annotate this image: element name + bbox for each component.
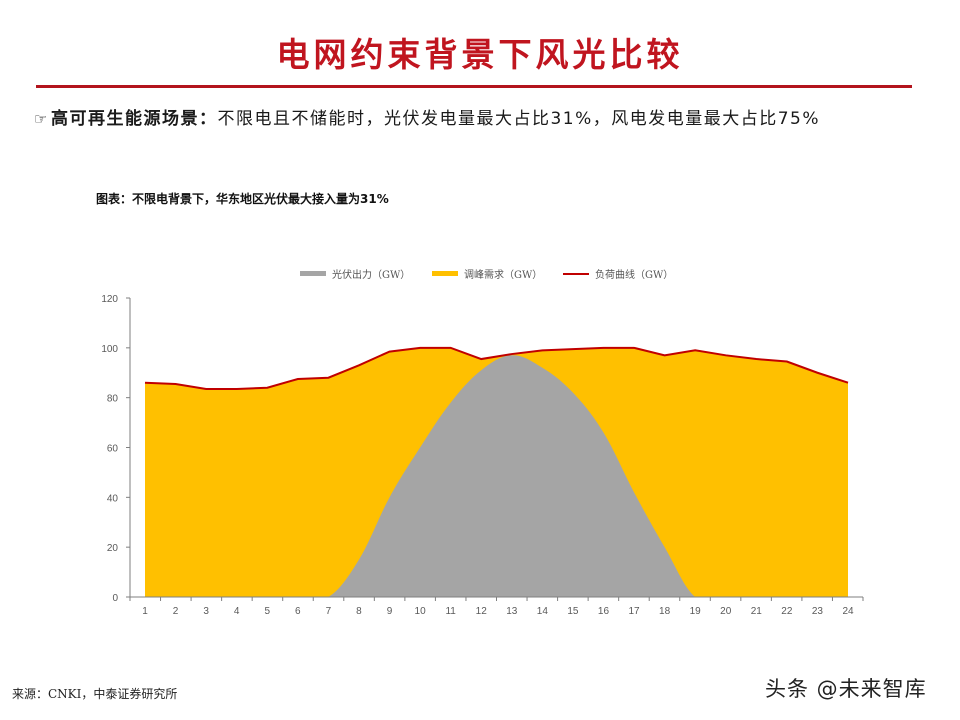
x-tick-label: 14 [537,606,549,617]
y-tick-label: 20 [107,543,119,554]
plot-area [144,346,849,597]
x-tick-label: 12 [476,606,488,617]
subtitle-label: 高可再生能源场景： [50,109,218,129]
chart-legend: 光伏出力（GW） 调峰需求（GW） 负荷曲线（GW） [0,266,960,282]
watermark: 头条 @未来智库 [765,677,927,701]
page-title: 电网约束背景下风光比较 [276,35,684,74]
x-tick-label: 1 [142,606,148,617]
legend-swatch-solar [300,271,326,276]
legend-swatch-load [563,272,589,275]
x-tick-label: 19 [690,606,702,617]
x-tick-label: 6 [295,606,301,617]
y-tick-label: 40 [107,493,119,504]
x-tick-label: 5 [264,606,270,617]
x-tick-label: 22 [781,606,793,617]
x-tick-label: 23 [812,606,824,617]
legend-label-peak: 调峰需求（GW） [464,270,543,281]
x-tick-label: 2 [173,606,179,617]
chart-caption: 图表：不限电背景下，华东地区光伏最大接入量为31% [96,192,389,206]
x-tick-label: 17 [628,606,640,617]
x-tick-label: 4 [234,606,240,617]
y-tick-label: 120 [101,294,118,305]
legend-label-load: 负荷曲线（GW） [595,270,674,281]
y-tick-label: 80 [107,394,119,405]
x-tick-label: 10 [415,606,427,617]
x-tick-label: 15 [567,606,579,617]
y-tick-label: 60 [107,444,119,455]
x-tick-label: 13 [506,606,518,617]
x-tick-label: 3 [203,606,209,617]
subtitle-text: 不限电且不储能时，光伏发电量最大占比31%，风电发电量最大占比75% [217,109,821,129]
x-tick-label: 7 [326,606,332,617]
load-curve-line [144,346,849,390]
legend-item-peak: 调峰需求（GW） [432,266,542,281]
x-tick-label: 16 [598,606,610,617]
x-tick-label: 20 [720,606,732,617]
legend-item-load: 负荷曲线（GW） [563,266,673,281]
x-tick-label: 21 [751,606,763,617]
x-tick-label: 11 [445,606,456,617]
y-tick-label: 0 [112,593,118,604]
y-tick-label: 100 [101,344,118,355]
legend-swatch-peak [432,271,458,276]
x-tick-label: 9 [387,606,393,617]
solar-output-area [145,355,848,597]
source-note: 来源：CNKI，中泰证券研究所 [12,687,178,701]
x-tick-label: 18 [659,606,671,617]
legend-item-solar: 光伏出力（GW） [300,266,410,281]
x-tick-label: 8 [356,606,362,617]
legend-label-solar: 光伏出力（GW） [332,270,411,281]
x-tick-label: 24 [842,606,854,617]
pointing-hand-icon: ☞ [34,110,49,128]
subtitle: ☞ 高可再生能源场景：不限电且不储能时，光伏发电量最大占比31%，风电发电量最大占… [34,104,820,129]
title-divider [36,85,912,88]
